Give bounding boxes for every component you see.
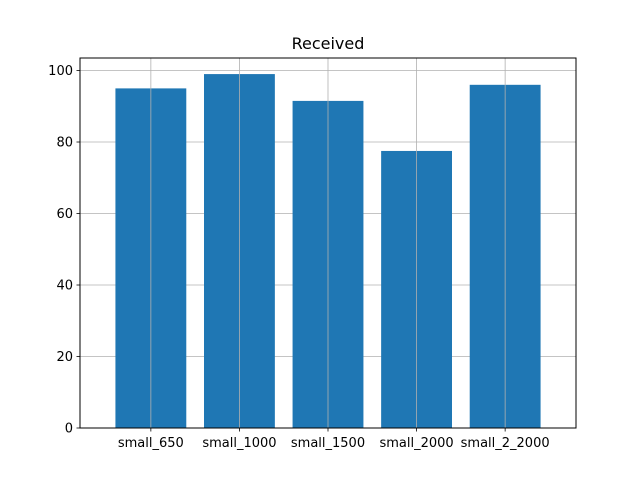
y-tick-label: 0 [65, 422, 73, 437]
x-tick-label-small_1500: small_1500 [291, 436, 365, 451]
x-tick-label-small_1000: small_1000 [202, 436, 276, 451]
x-ticks-layer: small_650 small_1000 small_1500 small_2000 s… [118, 428, 550, 451]
y-tick-label: 20 [56, 350, 73, 365]
x-tick-label-small_650: small_650 [118, 436, 184, 451]
y-tick-label: 40 [56, 279, 73, 294]
y-ticks-layer: 0 20 40 60 80 100 [48, 64, 80, 437]
y-tick-label: 80 [56, 136, 73, 151]
vertical-grid-layer [150, 58, 506, 428]
x-tick-label-small_2_2000: small_2_2000 [461, 436, 550, 451]
y-tick-label: 100 [48, 64, 73, 79]
x-tick-label-small_2000: small_2000 [379, 436, 453, 451]
y-tick-label: 60 [56, 207, 73, 222]
chart-title: Received [292, 34, 365, 53]
